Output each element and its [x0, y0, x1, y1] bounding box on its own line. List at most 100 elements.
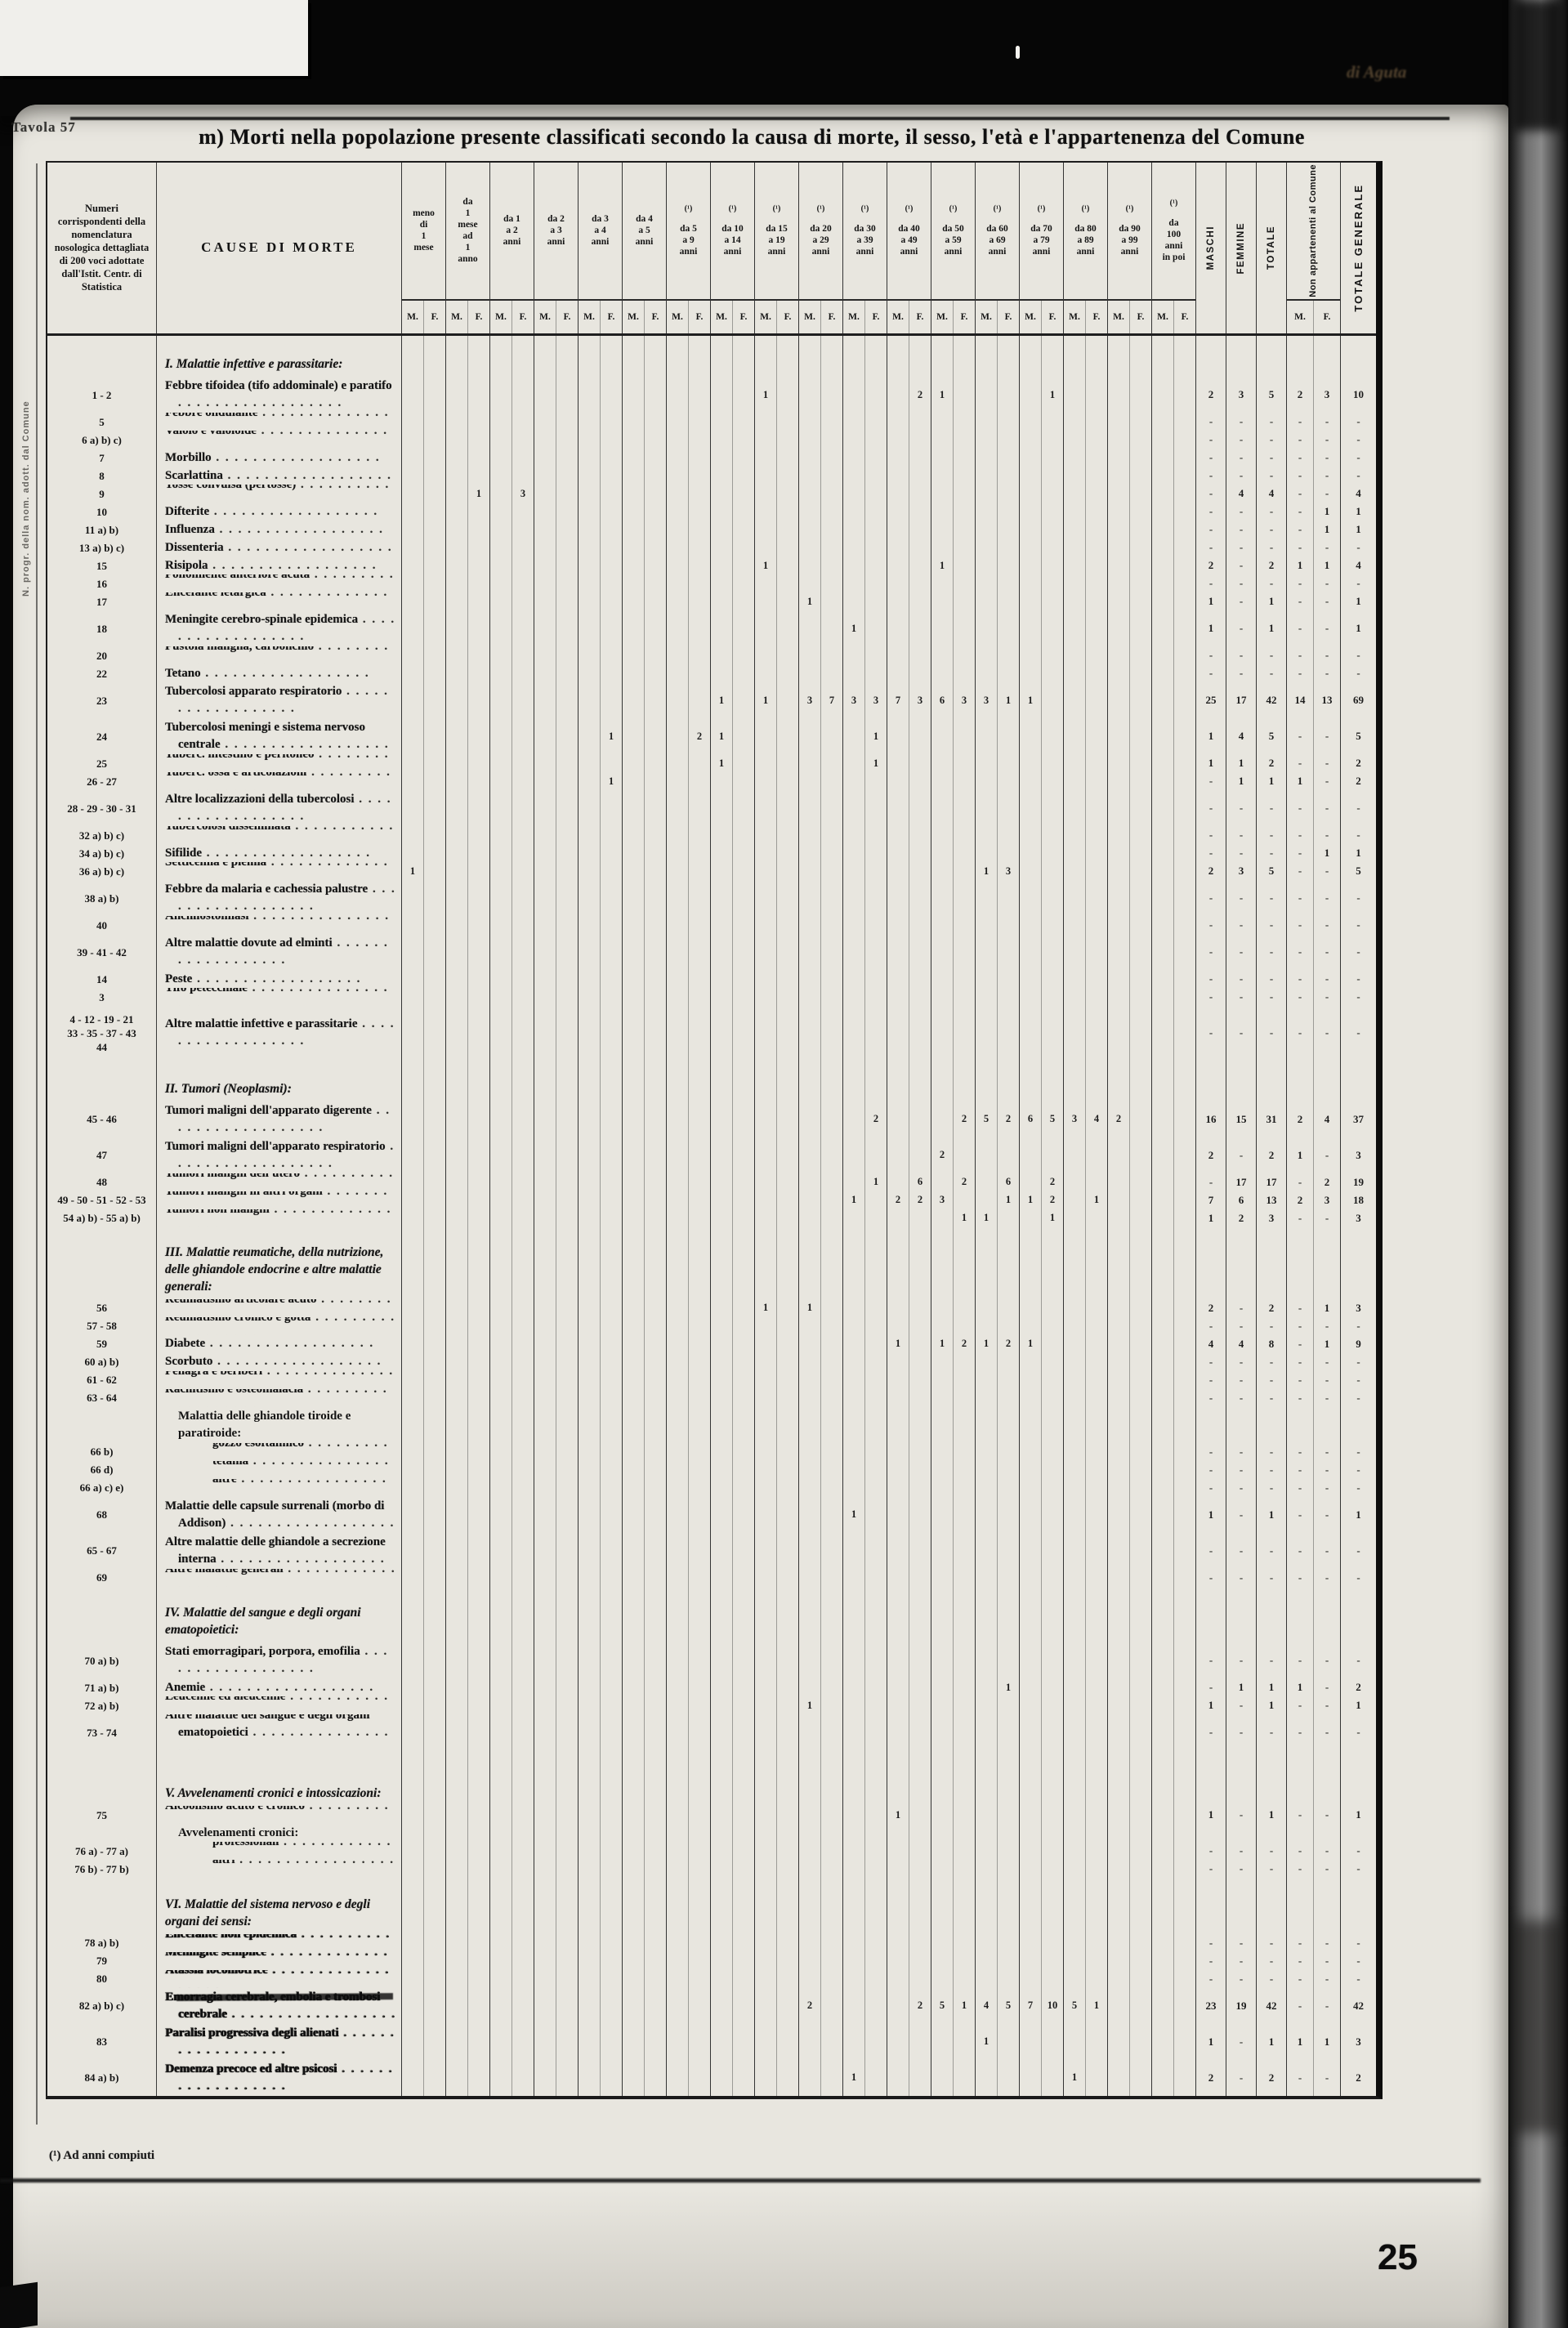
data-cell	[909, 1714, 931, 1751]
data-cell	[644, 1316, 666, 1335]
data-cell	[820, 664, 842, 683]
data-cell: 1	[710, 682, 732, 719]
data-cell	[511, 2023, 534, 2060]
age-label-line: a 79	[1033, 235, 1050, 246]
totale-generale: 42	[1340, 1987, 1376, 2024]
non-app-f: 1	[1313, 1298, 1340, 1317]
data-cell	[776, 610, 798, 647]
data-cell	[401, 1460, 423, 1479]
age-label-line: 1	[465, 243, 471, 253]
data-cell	[776, 1442, 798, 1461]
totale-total: -	[1256, 1532, 1286, 1569]
data-cell	[600, 2059, 622, 2096]
femmine-total: -	[1226, 1137, 1256, 1173]
non-app-m: -	[1286, 2059, 1313, 2096]
data-cell	[931, 646, 953, 665]
data-cell	[887, 1842, 909, 1861]
data-cell	[1129, 485, 1151, 503]
data-cell	[511, 1642, 534, 1679]
data-cell	[489, 485, 511, 503]
sex-subheader-m: M.	[1113, 311, 1124, 322]
age-column-header: (¹) da 15 a 19 anni M. F.	[754, 163, 798, 333]
data-cell	[710, 844, 732, 863]
data-cell	[1129, 1842, 1151, 1861]
data-cell	[688, 1496, 710, 1533]
data-cell	[1151, 1642, 1173, 1679]
data-cell	[511, 1370, 534, 1389]
data-cell	[489, 1191, 511, 1209]
data-cell	[600, 1334, 622, 1353]
data-cell	[666, 1209, 688, 1227]
data-cell	[953, 1352, 975, 1371]
data-cell	[467, 1496, 489, 1533]
data-cell	[622, 503, 644, 521]
cause-of-death-cell: Sifilide	[156, 844, 401, 863]
data-cell	[887, 718, 909, 755]
non-app-m: -	[1286, 1173, 1313, 1191]
data-cell	[600, 646, 622, 665]
data-cell	[1129, 754, 1151, 773]
data-cell	[1085, 485, 1107, 503]
age-column-label: (¹) da 70 a 79 anni	[1020, 163, 1063, 299]
data-cell	[401, 1388, 423, 1407]
data-cell	[798, 1442, 820, 1461]
maschi-total: -	[1195, 485, 1226, 503]
data-cell	[1085, 1824, 1107, 1843]
data-cell	[489, 1842, 511, 1861]
data-cell	[1107, 1060, 1129, 1101]
data-cell	[666, 592, 688, 611]
non-app-f: -	[1313, 1460, 1340, 1479]
data-cell	[1129, 1714, 1151, 1751]
data-cell	[842, 1060, 864, 1101]
data-cell: 1	[1041, 377, 1063, 413]
non-app-m: -	[1286, 1951, 1313, 1970]
data-cell	[556, 449, 578, 467]
data-cell	[732, 1642, 754, 1679]
data-cell	[820, 1298, 842, 1317]
data-cell	[445, 970, 467, 989]
data-cell	[1107, 1191, 1129, 1209]
data-cell	[931, 1714, 953, 1751]
data-cell	[1107, 916, 1129, 935]
data-cell	[578, 1209, 600, 1227]
femmine-total: 4	[1226, 485, 1256, 503]
data-cell	[423, 1824, 445, 1843]
data-cell	[644, 592, 666, 611]
data-cell	[842, 1316, 864, 1335]
data-cell	[1019, 826, 1041, 845]
data-cell	[511, 377, 534, 413]
data-cell	[600, 1298, 622, 1317]
data-cell	[600, 1842, 622, 1861]
data-cell	[534, 1987, 556, 2024]
data-cell	[556, 1806, 578, 1825]
table-row: 59Diabete112121448-19	[47, 1334, 1376, 1353]
data-cell	[798, 646, 820, 665]
data-cell	[798, 718, 820, 755]
data-cell	[975, 1298, 997, 1317]
data-cell	[798, 754, 820, 773]
data-cell	[887, 1951, 909, 1970]
data-cell	[423, 449, 445, 467]
data-cell	[931, 1860, 953, 1879]
data-cell	[864, 934, 887, 971]
data-cell	[423, 1227, 445, 1299]
data-cell	[600, 844, 622, 863]
data-cell	[1107, 1824, 1129, 1843]
data-cell	[1085, 1532, 1107, 1569]
data-cell	[1107, 1842, 1129, 1861]
data-cell	[864, 377, 887, 413]
data-cell	[754, 2059, 776, 2096]
data-cell	[1173, 1969, 1195, 1988]
sex-subheader-f: F.	[556, 300, 578, 333]
data-cell	[1063, 646, 1085, 665]
age-label-line: a 4	[594, 226, 606, 236]
data-cell	[666, 1714, 688, 1751]
data-cell	[1151, 1298, 1173, 1317]
data-cell	[445, 790, 467, 827]
data-cell	[1041, 1316, 1063, 1335]
data-cell	[909, 335, 931, 378]
data-cell	[1063, 1824, 1085, 1843]
non-app-m: -	[1286, 1568, 1313, 1587]
data-cell	[666, 718, 688, 755]
